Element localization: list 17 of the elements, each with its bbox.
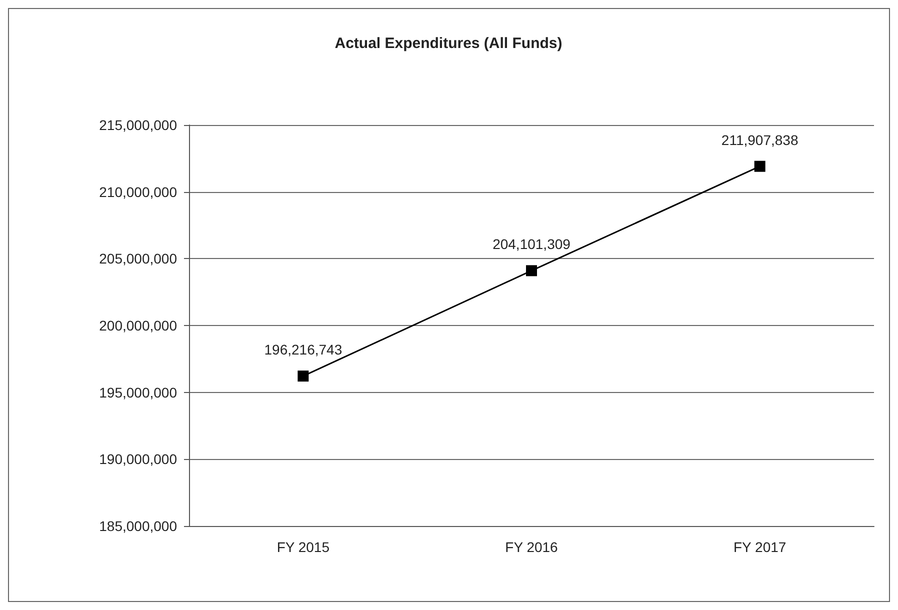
data-label: 204,101,309 <box>492 236 571 252</box>
y-tick-label: 190,000,000 <box>99 451 178 468</box>
x-tick-label: FY 2016 <box>505 539 558 555</box>
data-label: 196,216,743 <box>264 342 342 358</box>
x-tick-label: FY 2017 <box>733 539 786 555</box>
point <box>754 160 766 172</box>
point <box>298 370 309 382</box>
data-label: 211,907,838 <box>721 132 798 148</box>
point <box>526 265 537 276</box>
y-tick-label: 195,000,000 <box>99 384 178 400</box>
y-tick-label: 215,000,000 <box>99 117 178 133</box>
y-tick-label: 210,000,000 <box>99 184 178 200</box>
x-tick-label: FY 2015 <box>276 539 330 555</box>
chart-title: Actual Expenditures (All Funds) <box>334 35 562 52</box>
y-tick-label: 185,000,000 <box>99 518 178 534</box>
y-tick-label: 205,000,000 <box>99 250 178 267</box>
y-tick-label: 200,000,000 <box>99 318 178 334</box>
